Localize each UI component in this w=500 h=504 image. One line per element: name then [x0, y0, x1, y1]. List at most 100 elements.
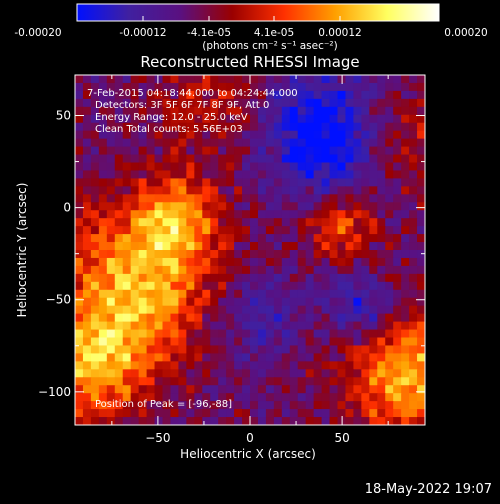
heatmap-cell	[345, 106, 355, 116]
heatmap-cell	[170, 417, 180, 425]
heatmap-cell	[250, 377, 259, 386]
heatmap-cell	[409, 353, 418, 362]
heatmap-cell	[226, 369, 235, 378]
heatmap-cell	[234, 98, 243, 108]
heatmap-cell	[138, 361, 148, 370]
heatmap-cell	[265, 329, 275, 339]
heatmap-cell	[90, 122, 100, 132]
heatmap-cell	[186, 385, 195, 394]
heatmap-cell	[218, 281, 227, 291]
heatmap-cell	[154, 218, 164, 227]
heatmap-cell	[210, 154, 219, 164]
heatmap-cell	[281, 329, 291, 339]
heatmap-cell	[250, 361, 259, 370]
heatmap-cell	[281, 353, 291, 362]
heatmap-cell	[377, 305, 386, 315]
heatmap-cell	[138, 401, 148, 410]
heatmap-cell	[122, 337, 132, 347]
heatmap-cell	[321, 106, 331, 116]
heatmap-cell	[122, 313, 132, 323]
heatmap-cell	[393, 313, 402, 323]
heatmap-cell	[297, 329, 307, 339]
heatmap-cell	[202, 385, 211, 394]
heatmap-cell	[385, 377, 394, 386]
heatmap-cell	[162, 401, 172, 410]
heatmap-cell	[273, 417, 283, 425]
heatmap-cell	[281, 257, 291, 267]
heatmap-cell	[369, 122, 378, 132]
heatmap-cell	[186, 194, 195, 203]
heatmap-cell	[417, 170, 425, 180]
heatmap-cell	[154, 273, 164, 283]
heatmap-cell	[210, 313, 219, 323]
heatmap-cell	[409, 361, 418, 370]
heatmap-cell	[210, 297, 219, 307]
heatmap-cell	[162, 106, 172, 116]
heatmap-cell	[281, 82, 291, 92]
heatmap-cell	[385, 361, 394, 370]
heatmap-cell	[75, 329, 84, 339]
heatmap-cell	[305, 361, 315, 370]
heatmap-cell	[409, 242, 418, 251]
heatmap-cell	[210, 218, 219, 227]
heatmap-cell	[265, 242, 275, 251]
heatmap-cell	[297, 409, 307, 418]
heatmap-cell	[218, 114, 227, 124]
heatmap-cell	[106, 313, 116, 323]
heatmap-cell	[297, 369, 307, 378]
heatmap-cell	[313, 281, 323, 291]
heatmap-cell	[114, 273, 124, 283]
heatmap-cell	[178, 257, 187, 267]
heatmap-cell	[417, 194, 425, 203]
heatmap-cell	[313, 98, 323, 108]
heatmap-cell	[75, 75, 84, 84]
heatmap-cell	[361, 234, 370, 243]
heatmap-cell	[210, 329, 219, 339]
heatmap-cell	[345, 361, 355, 370]
heatmap-cell	[178, 289, 187, 299]
heatmap-cell	[202, 178, 211, 187]
heatmap-cell	[353, 242, 362, 251]
heatmap-cell	[329, 401, 339, 410]
annotation-line: Clean Total counts: 5.56E+03	[95, 124, 243, 135]
heatmap-cell	[289, 345, 299, 355]
heatmap-cell	[242, 265, 251, 275]
heatmap-cell	[194, 242, 203, 251]
heatmap-cell	[281, 234, 291, 243]
heatmap-cell	[226, 321, 235, 331]
heatmap-cell	[289, 401, 299, 410]
heatmap-cell	[194, 138, 203, 148]
heatmap-cell	[361, 106, 370, 116]
heatmap-cell	[138, 154, 148, 164]
heatmap-cell	[106, 130, 116, 140]
heatmap-cell	[130, 106, 140, 116]
heatmap-cell	[178, 313, 187, 323]
heatmap-cell	[90, 305, 100, 315]
heatmap-cell	[313, 289, 323, 299]
heatmap-cell	[186, 321, 195, 331]
heatmap-cell	[385, 345, 394, 355]
heatmap-cell	[345, 130, 355, 140]
heatmap-cell	[281, 98, 291, 108]
heatmap-cell	[289, 242, 299, 251]
heatmap-cell	[257, 154, 267, 164]
heatmap-cell	[313, 257, 323, 267]
heatmap-cell	[154, 409, 164, 418]
heatmap-cell	[114, 202, 124, 211]
heatmap-cell	[138, 130, 148, 140]
heatmap-cell	[321, 218, 331, 227]
heatmap-cell	[313, 194, 323, 203]
heatmap-cell	[122, 257, 132, 267]
heatmap-cell	[345, 297, 355, 307]
heatmap-cell	[162, 130, 172, 140]
heatmap-cell	[361, 250, 370, 259]
heatmap-cell	[353, 385, 362, 394]
heatmap-cell	[178, 369, 187, 378]
heatmap-cell	[385, 289, 394, 299]
heatmap-cell	[138, 369, 148, 378]
heatmap-cell	[122, 329, 132, 339]
heatmap-cell	[393, 257, 402, 267]
heatmap-cell	[146, 210, 156, 219]
heatmap-cell	[170, 281, 180, 291]
heatmap-cell	[194, 377, 203, 386]
